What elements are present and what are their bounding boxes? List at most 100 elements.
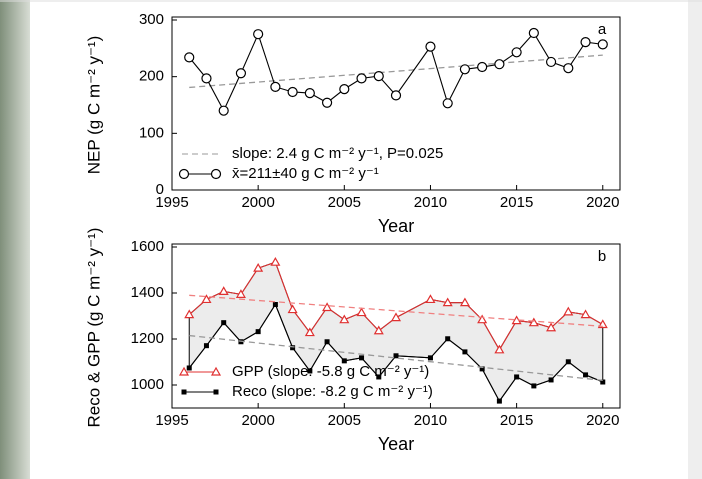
marker xyxy=(494,344,505,354)
marker xyxy=(287,304,298,314)
y-tick-label: 1600 xyxy=(131,238,164,255)
marker xyxy=(321,97,333,108)
marker xyxy=(528,317,539,327)
marker xyxy=(304,327,315,337)
x-tick-label: 2015 xyxy=(500,412,533,429)
marker xyxy=(253,262,264,272)
y-tick-label: 1400 xyxy=(131,284,164,301)
marker xyxy=(270,81,281,92)
marker xyxy=(235,68,247,79)
legend-label: x̄=211±40 g C m⁻² y⁻¹ xyxy=(232,165,379,182)
marker xyxy=(178,168,190,180)
marker xyxy=(341,358,347,364)
marker xyxy=(545,56,557,68)
marker xyxy=(210,366,222,376)
marker xyxy=(324,339,330,345)
marker xyxy=(445,336,451,342)
marker xyxy=(548,377,554,383)
marker xyxy=(477,314,488,324)
marker xyxy=(184,309,195,319)
marker xyxy=(425,294,436,304)
marker xyxy=(442,297,453,307)
marker xyxy=(218,286,229,295)
marker xyxy=(425,41,436,52)
marker xyxy=(563,63,574,74)
marker xyxy=(270,256,281,266)
trend-line xyxy=(189,294,603,327)
series-line xyxy=(188,303,603,403)
marker xyxy=(373,325,384,335)
marker xyxy=(272,302,278,307)
legend-label: slope: 2.4 g C m⁻² y⁻¹, P=0.025 xyxy=(232,145,443,162)
x-tick-label: 2000 xyxy=(241,412,274,429)
plot-frame xyxy=(171,243,621,409)
marker xyxy=(210,168,222,180)
marker xyxy=(459,64,471,75)
x-tick-label: 2010 xyxy=(414,412,447,429)
marker xyxy=(580,36,591,48)
marker xyxy=(597,39,608,50)
marker xyxy=(290,345,296,351)
marker xyxy=(462,349,468,355)
marker xyxy=(393,353,399,359)
y-tick-label: 0 xyxy=(156,181,164,198)
x-tick-label: 2005 xyxy=(328,194,361,211)
x-tick-label: 2020 xyxy=(586,194,619,211)
marker xyxy=(494,59,505,70)
marker xyxy=(442,98,453,109)
marker xyxy=(496,398,502,404)
marker xyxy=(356,73,367,84)
panel-label: b xyxy=(598,248,606,265)
marker xyxy=(531,383,537,389)
series-line xyxy=(188,32,603,112)
marker xyxy=(477,61,488,73)
x-tick-label: 2015 xyxy=(500,194,533,211)
marker xyxy=(546,322,557,332)
marker xyxy=(359,355,365,361)
marker xyxy=(390,312,402,322)
x-axis-label: Year xyxy=(378,216,414,236)
marker xyxy=(459,297,470,307)
marker xyxy=(304,87,315,99)
y-axis-label: Reco & GPP (g C m⁻² y⁻¹) xyxy=(84,228,103,428)
x-tick-label: 2000 xyxy=(241,194,274,211)
marker xyxy=(307,368,313,374)
marker xyxy=(235,289,246,298)
trend-line xyxy=(189,54,603,89)
band-fill xyxy=(188,261,604,403)
x-tick-label: 1995 xyxy=(155,412,188,429)
marker xyxy=(178,366,190,376)
marker xyxy=(184,52,195,63)
marker xyxy=(287,86,298,98)
marker xyxy=(427,355,433,361)
marker xyxy=(339,84,350,95)
x-tick-label: 2020 xyxy=(586,412,619,429)
x-tick-label: 1995 xyxy=(155,194,188,211)
marker xyxy=(201,73,212,84)
marker xyxy=(356,307,367,317)
y-tick-label: 100 xyxy=(139,124,164,141)
marker xyxy=(201,294,212,304)
marker xyxy=(479,366,485,372)
marker xyxy=(565,359,571,365)
marker xyxy=(255,329,261,335)
y-tick-label: 1200 xyxy=(131,330,164,347)
marker xyxy=(583,372,589,378)
marker xyxy=(373,70,384,82)
marker xyxy=(563,306,574,316)
y-axis-label: NEP (g C m⁻² y⁻¹) xyxy=(84,36,103,175)
plot-frame xyxy=(171,16,621,191)
marker xyxy=(213,389,219,395)
marker xyxy=(186,365,192,371)
y-tick-label: 200 xyxy=(139,68,164,85)
legend-label: GPP (slope: -5.8 g C m⁻² y⁻¹) xyxy=(232,363,429,380)
right-edge xyxy=(688,0,702,479)
marker xyxy=(580,309,591,319)
marker xyxy=(218,105,229,116)
marker xyxy=(528,27,539,39)
x-tick-label: 2010 xyxy=(414,194,447,211)
marker xyxy=(322,302,333,312)
y-tick-label: 300 xyxy=(139,11,164,28)
